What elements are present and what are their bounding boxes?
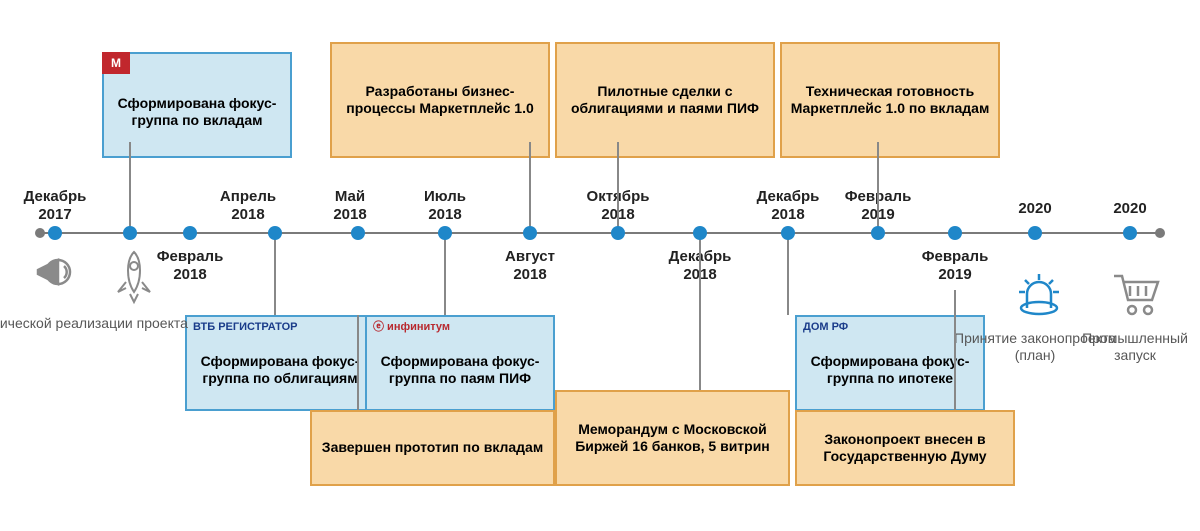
- milestone-box: Меморандум с Московской Биржей 16 банков…: [555, 390, 790, 486]
- timeline-date-label: Февраль 2018: [157, 248, 224, 284]
- brand-label: ДОМ РФ: [803, 321, 848, 335]
- milestone-box: Пилотные сделки с облигациями и паями ПИ…: [555, 42, 775, 158]
- timeline-dot: [123, 226, 137, 240]
- timeline-dot: [523, 226, 537, 240]
- timeline-dot: [611, 226, 625, 240]
- caption-text: Промышленный запуск: [1082, 330, 1188, 364]
- timeline-dot: [268, 226, 282, 240]
- connector-line: [529, 142, 531, 233]
- milestone-box: ⓔ инфинитум Сформирована фокус-группа по …: [365, 315, 555, 411]
- timeline-dot: [1028, 226, 1042, 240]
- date-text: 2020: [1018, 200, 1051, 217]
- connector-line: [617, 142, 619, 233]
- caption-span: Старт практической реализации проекта: [0, 315, 188, 331]
- milestone-text: Сформирована фокус-группа по вкладам: [112, 95, 282, 130]
- milestone-box: Законопроект внесен в Государственную Ду…: [795, 410, 1015, 486]
- timeline-date-label: Февраль 2019: [922, 248, 989, 284]
- date-text: Август 2018: [505, 248, 555, 283]
- connector-line: [699, 233, 701, 390]
- timeline-dot: [438, 226, 452, 240]
- timeline-axis: [40, 232, 1160, 234]
- milestone-box: Разработаны бизнес-процессы Маркетплейс …: [330, 42, 550, 158]
- timeline-date-label: Август 2018: [505, 248, 555, 284]
- cart-icon: [1110, 270, 1162, 318]
- date-text: Декабрь 2017: [24, 188, 87, 223]
- brand-label: ВТБ РЕГИСТРАТОР: [193, 321, 298, 335]
- connector-line: [129, 142, 131, 233]
- milestone-box: Завершен прототип по вкладам: [310, 410, 555, 486]
- connector-line: [444, 233, 446, 315]
- siren-icon: [1015, 270, 1063, 318]
- timeline-dot: [693, 226, 707, 240]
- milestone-text: Завершен прототип по вкладам: [322, 439, 543, 457]
- timeline-dot: [183, 226, 197, 240]
- caption-text: Старт практической реализации проекта: [0, 315, 188, 332]
- caption-span: Промышленный запуск: [1082, 330, 1188, 363]
- timeline-date-label: 2020: [1018, 200, 1051, 218]
- milestone-text: Меморандум с Московской Биржей 16 банков…: [565, 421, 780, 456]
- milestone-text: Разработаны бизнес-процессы Маркетплейс …: [340, 83, 540, 118]
- milestone-text: Пилотные сделки с облигациями и паями ПИ…: [565, 83, 765, 118]
- timeline-date-label: Апрель 2018: [220, 188, 276, 224]
- connector-line: [274, 233, 276, 315]
- megaphone-icon: [30, 248, 78, 296]
- connector-line: [877, 142, 879, 233]
- timeline-dot: [48, 226, 62, 240]
- date-text: Февраль 2018: [157, 248, 224, 283]
- milestone-text: Сформирована фокус-группа по паям ПИФ: [375, 353, 545, 388]
- brand-label: ⓔ инфинитум: [373, 321, 450, 335]
- timeline-date-label: Декабрь 2017: [24, 188, 87, 224]
- timeline-date-label: 2020: [1113, 200, 1146, 218]
- connector-line: [954, 290, 956, 410]
- timeline-dot: [781, 226, 795, 240]
- date-text: Июль 2018: [424, 188, 466, 223]
- moex-icon: М: [102, 52, 130, 74]
- timeline-date-label: Май 2018: [333, 188, 366, 224]
- milestone-box: Техническая готовность Маркетплейс 1.0 п…: [780, 42, 1000, 158]
- milestone-box: ВТБ РЕГИСТРАТОР Сформирована фокус-группа…: [185, 315, 375, 411]
- milestone-text: Техническая готовность Маркетплейс 1.0 п…: [790, 83, 990, 118]
- rocket-icon: [110, 248, 158, 308]
- timeline-date-label: Июль 2018: [424, 188, 466, 224]
- date-text: Апрель 2018: [220, 188, 276, 223]
- date-text: 2020: [1113, 200, 1146, 217]
- date-text: Май 2018: [333, 188, 366, 223]
- connector-line: [787, 233, 789, 315]
- timeline-dot: [351, 226, 365, 240]
- milestone-text: Сформирована фокус-группа по ипотеке: [805, 353, 975, 388]
- timeline-date-label: Декабрь 2018: [757, 188, 820, 224]
- connector-line: [357, 315, 359, 410]
- timeline-dot: [1123, 226, 1137, 240]
- timeline-dot: [871, 226, 885, 240]
- date-text: Февраль 2019: [922, 248, 989, 283]
- milestone-text: Сформирована фокус-группа по облигациям: [195, 353, 365, 388]
- timeline-dot: [948, 226, 962, 240]
- date-text: Декабрь 2018: [757, 188, 820, 223]
- milestone-text: Законопроект внесен в Государственную Ду…: [805, 431, 1005, 466]
- timeline-diagram: Декабрь 2017 Апрель 2018 Февраль 2018 Май 2…: [0, 0, 1200, 531]
